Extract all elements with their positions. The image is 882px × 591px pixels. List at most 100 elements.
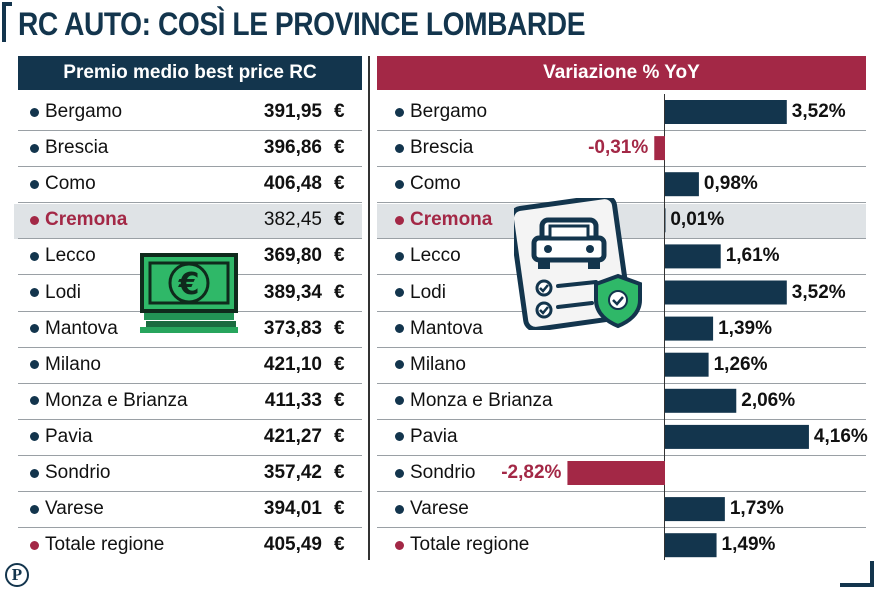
euro-symbol: € — [334, 137, 345, 159]
province-name: Pavia — [45, 425, 93, 447]
row-divider — [377, 527, 866, 529]
bar-milano — [665, 352, 709, 377]
bullet-dot-icon — [30, 143, 39, 153]
bullet-dot-icon — [30, 251, 39, 261]
bar-value-label: 0,98% — [703, 173, 758, 195]
province-name: Milano — [45, 353, 101, 375]
province-name: Lecco — [410, 245, 461, 267]
province-name: Totale regione — [45, 534, 165, 556]
premium-value: 394,01 — [263, 498, 322, 520]
row-divider — [377, 202, 866, 204]
bullet-dot-icon — [30, 288, 39, 297]
euro-symbol: € — [334, 101, 345, 122]
row-divider — [18, 454, 362, 456]
province-name: Monza e Brianza — [410, 389, 553, 411]
variation-row-name: Brescia — [395, 137, 473, 159]
bullet-dot-icon — [395, 251, 404, 261]
variation-row-name: Pavia — [395, 426, 458, 448]
row-divider — [18, 382, 362, 384]
bullet-dot-icon — [395, 504, 404, 514]
row-divider — [377, 166, 866, 168]
euro-symbol: € — [334, 462, 345, 483]
euro-symbol: € — [334, 281, 345, 303]
bar-varese — [665, 497, 725, 522]
province-name: Varese — [45, 498, 104, 520]
province-name: Cremona — [45, 209, 128, 231]
banknote-euro-icon: € — [140, 253, 238, 333]
province-name: Totale regione — [410, 534, 530, 556]
premium-row-name: Cremona — [30, 209, 127, 231]
bar-bergamo — [665, 100, 787, 124]
row-divider — [377, 382, 866, 384]
euro-symbol: € — [334, 353, 345, 375]
variation-row-name: Mantova — [395, 318, 483, 340]
province-name: Milano — [410, 353, 466, 375]
premium-row-name: Bergamo — [30, 101, 122, 123]
row-divider — [18, 166, 362, 168]
bullet-dot-icon — [395, 540, 404, 550]
bullet-dot-icon — [30, 540, 39, 550]
highlight-row-right — [377, 204, 866, 239]
column-separator — [368, 56, 370, 560]
title-corner-bracket — [2, 2, 12, 42]
province-name: Como — [45, 173, 96, 195]
bullet-dot-icon — [30, 107, 39, 117]
province-name: Sondrio — [45, 462, 111, 483]
variation-row-name: Varese — [395, 498, 469, 520]
variation-row-name: Sondrio — [395, 462, 476, 484]
bar-value-label: 1,39% — [718, 317, 772, 339]
province-name: Monza e Brianza — [45, 389, 188, 411]
bullet-dot-icon — [395, 215, 404, 225]
row-divider — [377, 454, 866, 456]
province-name: Mantova — [45, 317, 118, 339]
euro-symbol: € — [334, 245, 345, 267]
row-divider — [18, 491, 362, 492]
row-divider — [377, 418, 866, 420]
premium-row-name: Brescia — [30, 137, 108, 159]
premium-value: 421,27 — [263, 425, 322, 447]
province-name: Lodi — [410, 281, 446, 303]
bullet-dot-icon — [395, 288, 404, 297]
variation-row-name: Lodi — [395, 282, 446, 304]
premium-value: 382,45 — [263, 209, 322, 231]
svg-text:€: € — [178, 267, 200, 302]
bar-value-label: 3,52% — [791, 101, 846, 122]
bar-mantova — [665, 316, 714, 341]
province-name: Brescia — [410, 137, 474, 159]
variation-column-header: Variazione % YoY — [377, 56, 866, 90]
chart-zero-axis — [664, 94, 665, 560]
variation-row-name: Cremona — [395, 209, 492, 231]
bullet-dot-icon — [395, 143, 404, 153]
publisher-logo: P — [5, 563, 29, 587]
province-name: Lecco — [45, 245, 96, 267]
bottom-corner-bracket — [840, 561, 874, 587]
bar-value-label: 1,26% — [713, 353, 768, 375]
bullet-dot-icon — [395, 468, 404, 478]
bullet-dot-icon — [30, 504, 39, 514]
bullet-dot-icon — [30, 179, 39, 189]
bar-lodi — [665, 280, 787, 305]
bullet-dot-icon — [30, 396, 39, 406]
row-divider — [18, 346, 362, 348]
bar-value-label: -2,82% — [501, 462, 562, 483]
premium-row-name: Totale regione — [30, 534, 164, 556]
euro-symbol: € — [334, 498, 345, 520]
premium-value: 369,80 — [263, 245, 322, 267]
province-name: Como — [410, 173, 461, 195]
variation-row-name: Totale regione — [395, 534, 529, 556]
bar-value-label: 0,01% — [670, 209, 725, 231]
bar-sondrio — [567, 461, 665, 485]
premium-row-name: Mantova — [30, 318, 118, 340]
province-name: Sondrio — [410, 462, 476, 483]
premium-value: 389,34 — [263, 281, 322, 303]
bullet-dot-icon — [395, 432, 404, 442]
province-name: Mantova — [410, 317, 483, 339]
bar-value-label: 3,52% — [791, 281, 846, 303]
row-divider — [18, 202, 362, 204]
bar-value-label: -0,31% — [588, 137, 649, 159]
premium-row-name: Sondrio — [30, 462, 111, 484]
bar-monza-e-brianza — [665, 388, 737, 413]
premium-row-name: Lecco — [30, 245, 96, 267]
euro-symbol: € — [334, 317, 345, 339]
row-divider — [377, 491, 866, 492]
